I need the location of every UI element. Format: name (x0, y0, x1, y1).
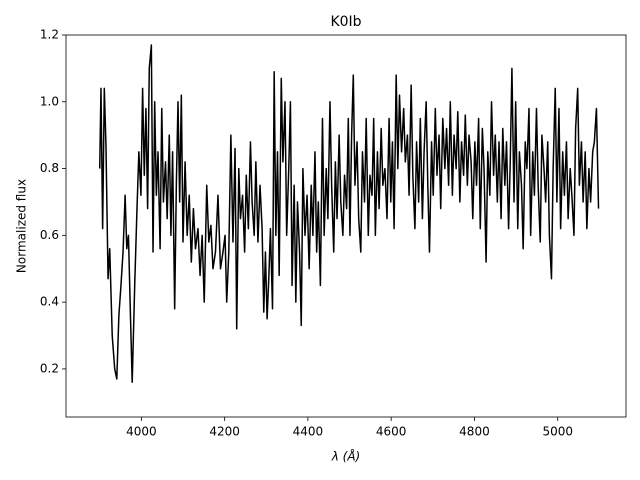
y-tick-label: 0.2 (40, 361, 59, 375)
chart-title: K0Ib (330, 14, 361, 30)
y-tick-label: 0.4 (40, 295, 59, 309)
y-axis-label: Normalized flux (15, 179, 29, 273)
x-tick-label: 4200 (209, 425, 240, 439)
x-tick-label: 4600 (376, 425, 407, 439)
spectrum-line (98, 44, 600, 384)
y-tick-label: 1.2 (40, 28, 59, 42)
plot-frame (65, 34, 627, 418)
x-tick-label: 5000 (542, 425, 573, 439)
x-tick-label: 4800 (459, 425, 490, 439)
y-tick-label: 1.0 (40, 94, 59, 108)
x-axis-label: λ (Å) (331, 449, 361, 464)
x-tick-label: 4400 (293, 425, 324, 439)
y-tick-label: 0.8 (40, 161, 59, 175)
x-tick-label: 4000 (126, 425, 157, 439)
y-tick-label: 0.6 (40, 228, 59, 242)
